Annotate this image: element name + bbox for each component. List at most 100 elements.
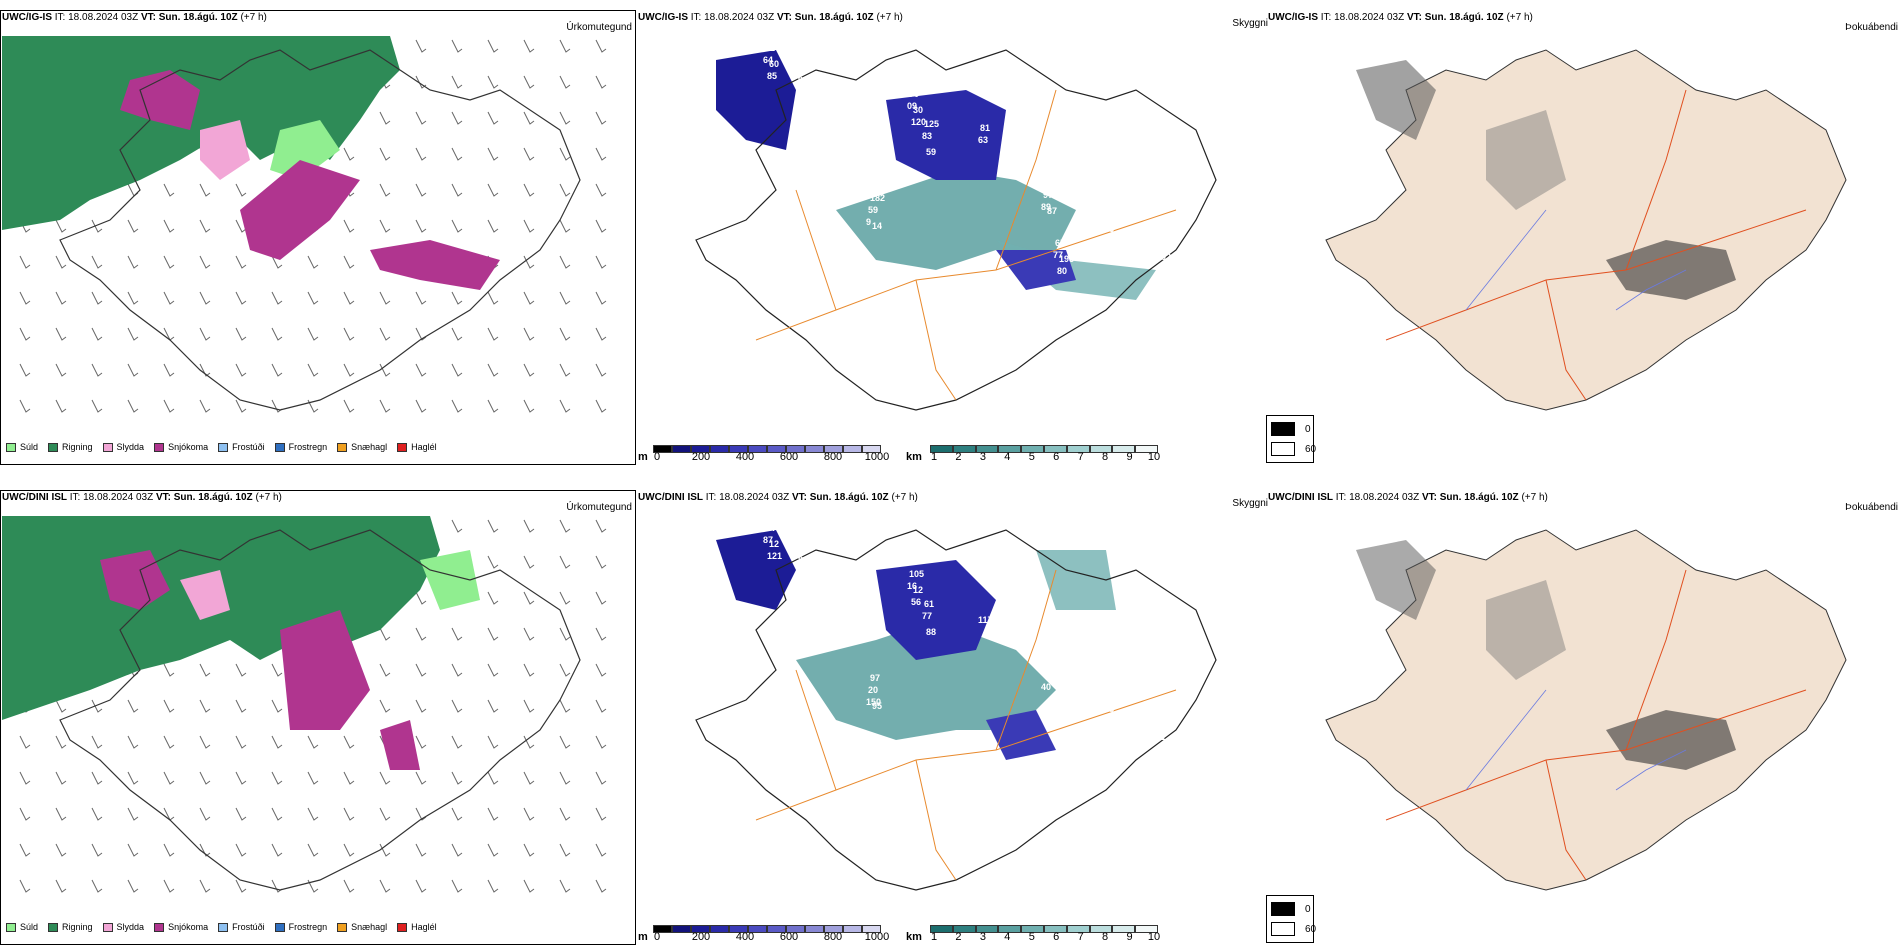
- colorbar-tick: 7: [1077, 931, 1084, 943]
- wind-barb: [91, 363, 103, 377]
- wind-barb: [199, 291, 211, 305]
- cloud-key-value: 0: [1305, 903, 1311, 915]
- wind-barb: [127, 879, 139, 893]
- wind-barb: [235, 771, 247, 785]
- wind-barb: [199, 363, 211, 377]
- wind-barb: [19, 327, 31, 341]
- colorbar-tick: 600: [779, 931, 799, 943]
- cloud-base-label: 85: [767, 71, 777, 81]
- wind-barb: [307, 843, 319, 857]
- wind-barb: [19, 363, 31, 377]
- wind-barb: [343, 363, 355, 377]
- cloud-base-label: 102: [1156, 252, 1171, 262]
- wind-barb: [523, 627, 535, 641]
- wind-barb: [19, 255, 31, 269]
- wind-barb: [451, 147, 463, 161]
- cloud-base-label: 150: [866, 697, 881, 707]
- cloud-base-label: 40: [1041, 682, 1051, 692]
- wind-barb: [415, 291, 427, 305]
- colorbar-swatch: [729, 925, 748, 933]
- cloud-base-label: 10: [1039, 654, 1049, 664]
- wind-barb: [595, 663, 607, 677]
- wind-barb: [487, 291, 499, 305]
- wind-barb: [271, 735, 283, 749]
- cloud-map: [1325, 49, 1847, 411]
- cloud-base-label: 89: [1041, 202, 1051, 212]
- cloud-base-label: 87: [1047, 206, 1057, 216]
- wind-barb: [379, 807, 391, 821]
- wind-barb: [235, 807, 247, 821]
- wind-barb: [199, 183, 211, 197]
- fog-area-2: [1606, 240, 1736, 300]
- vis-title: Skyggni: [1232, 498, 1268, 509]
- wind-barb: [487, 663, 499, 677]
- cloud-base-colorbar: m 0 200 400 600 800 1000: [638, 925, 889, 943]
- wind-barb: [451, 219, 463, 233]
- colorbar-tick: 1000: [864, 451, 890, 463]
- cloud-base-label: 63: [978, 135, 988, 145]
- legend-swatch: [102, 922, 113, 932]
- wind-barb: [415, 399, 427, 413]
- cloud-base-label: 75: [1057, 746, 1067, 756]
- wind-barb: [235, 327, 247, 341]
- wind-barb: [163, 771, 175, 785]
- wind-barb: [559, 807, 571, 821]
- wind-barb: [415, 879, 427, 893]
- wind-barb: [451, 111, 463, 125]
- cloud-base-label: 9: [866, 217, 871, 227]
- wind-barb: [487, 363, 499, 377]
- wind-barb: [559, 183, 571, 197]
- wind-barb: [451, 327, 463, 341]
- wind-barb: [235, 843, 247, 857]
- wind-barb: [523, 807, 535, 821]
- cloud-base-label: 95: [872, 701, 882, 711]
- colorbar-swatch: [786, 925, 805, 933]
- cloud-base-label: 64: [763, 55, 773, 65]
- wind-barb: [595, 555, 607, 569]
- wind-barb: [163, 843, 175, 857]
- cloud-base-label: 80: [1057, 266, 1067, 276]
- wind-barb: [55, 327, 67, 341]
- low-vis-area-1: [836, 170, 1076, 270]
- wind-barb: [235, 363, 247, 377]
- cloud-base-label: 16: [907, 581, 917, 591]
- colorbar-tick: 0: [653, 931, 661, 943]
- colorbar-tick: 4: [1004, 931, 1011, 943]
- wind-barb: [415, 111, 427, 125]
- legend-swatch: [102, 442, 113, 452]
- wind-barb: [559, 219, 571, 233]
- wind-barb: [523, 699, 535, 713]
- wind-barb: [487, 183, 499, 197]
- colorbar-tick: 6: [1053, 451, 1060, 463]
- wind-barb: [55, 843, 67, 857]
- wind-barb: [415, 219, 427, 233]
- wind-barb: [19, 879, 31, 893]
- wind-barb: [235, 399, 247, 413]
- legend-swatch: [154, 922, 165, 932]
- cloud-base-label: 97: [1043, 190, 1053, 200]
- cloud-key-value: 0: [1305, 423, 1311, 435]
- lead-time: (+7 h): [1506, 12, 1533, 23]
- colorbar-swatch: [1021, 445, 1044, 453]
- wind-barb: [559, 663, 571, 677]
- it-value: 18.08.2024 03Z: [1349, 492, 1420, 503]
- colorbar-swatch: [672, 925, 691, 933]
- wind-barb: [487, 327, 499, 341]
- legend-swatch: [48, 442, 59, 452]
- fog-area-1: [1356, 60, 1436, 140]
- wind-barb: [595, 111, 607, 125]
- cloud-base-label: 88: [1104, 704, 1114, 714]
- precip-frame: [0, 10, 636, 465]
- wind-barb: [307, 735, 319, 749]
- wind-barb: [307, 363, 319, 377]
- colorbar-swatch: [653, 445, 672, 453]
- wind-barb: [343, 327, 355, 341]
- wind-barb: [91, 879, 103, 893]
- legend-item: Súld: [6, 442, 38, 452]
- wind-barb: [523, 183, 535, 197]
- legend-item: Frostregn: [274, 922, 327, 932]
- colorbar-tick: 9: [1126, 451, 1133, 463]
- low-vis-area-1: [796, 620, 1056, 740]
- colorbar-swatch: [748, 445, 767, 453]
- wind-barb: [199, 255, 211, 269]
